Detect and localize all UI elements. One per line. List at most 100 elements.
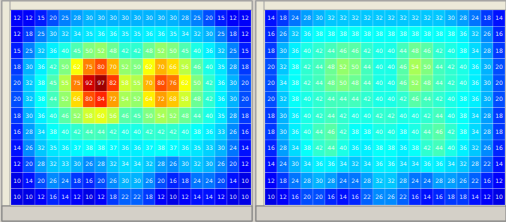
cell: [457, 173, 469, 189]
cell: [469, 124, 481, 140]
cell: [95, 59, 107, 75]
cell: [277, 189, 289, 205]
heatmap-panel: 1212152025283030303030303030282520151212…: [2, 1, 252, 221]
left-ruler: [2, 1, 10, 206]
cell: [265, 43, 277, 59]
cell-label: 42: [315, 112, 323, 119]
cell: [11, 189, 23, 205]
cell: [215, 43, 227, 59]
cell: [493, 43, 505, 59]
cell-label: 12: [13, 160, 21, 167]
cell-label: 34: [363, 160, 371, 167]
cell-label: 38: [49, 128, 57, 135]
cell-label: 18: [13, 112, 21, 119]
cell: [337, 91, 349, 107]
cell: [469, 75, 481, 91]
cell-label: 80: [85, 95, 93, 102]
cell-label: 40: [387, 79, 395, 86]
cell: [277, 124, 289, 140]
cell: [445, 140, 457, 156]
cell: [95, 26, 107, 42]
cell-label: 30: [85, 14, 93, 21]
cell-label: 58: [85, 112, 93, 119]
cell: [301, 10, 313, 26]
cell: [385, 26, 397, 42]
cell: [469, 108, 481, 124]
cell: [131, 43, 143, 59]
cell: [289, 26, 301, 42]
cell-label: 36: [205, 47, 213, 54]
cell: [481, 124, 493, 140]
cell-label: 32: [471, 30, 479, 37]
cell: [179, 140, 191, 156]
cell-label: 32: [37, 144, 45, 151]
cell: [397, 43, 409, 59]
cell-label: 40: [399, 112, 407, 119]
cell: [349, 91, 361, 107]
cell: [409, 173, 421, 189]
cell: [155, 91, 167, 107]
cell: [313, 189, 325, 205]
cell: [47, 10, 59, 26]
cell-label: 38: [459, 128, 467, 135]
cell-label: 24: [471, 14, 479, 21]
cell-label: 45: [181, 47, 189, 54]
cell: [119, 75, 131, 91]
cell: [155, 156, 167, 172]
cell-label: 45: [133, 112, 141, 119]
cell-label: 26: [459, 177, 467, 184]
cell-label: 42: [315, 95, 323, 102]
cell: [131, 173, 143, 189]
cell: [227, 91, 239, 107]
cell: [239, 156, 251, 172]
cell-label: 36: [315, 160, 323, 167]
cell: [35, 189, 47, 205]
cell: [227, 189, 239, 205]
cell-label: 28: [229, 63, 237, 70]
cell-label: 36: [459, 144, 467, 151]
cell-label: 55: [61, 79, 69, 86]
cell: [131, 124, 143, 140]
cell-label: 37: [169, 144, 177, 151]
cell: [361, 156, 373, 172]
cell-label: 40: [411, 112, 419, 119]
cell: [179, 173, 191, 189]
cell: [481, 75, 493, 91]
cell-label: 16: [241, 128, 249, 135]
cell-label: 40: [49, 112, 57, 119]
cell-label: 46: [61, 112, 69, 119]
cell: [301, 124, 313, 140]
cell-label: 42: [435, 95, 443, 102]
cell: [301, 156, 313, 172]
cell: [373, 156, 385, 172]
cell-label: 38: [459, 112, 467, 119]
cell: [11, 59, 23, 75]
cell: [481, 189, 493, 205]
cell-label: 26: [279, 30, 287, 37]
cell-label: 16: [495, 144, 503, 151]
cell-label: 38: [97, 144, 105, 151]
cell-label: 42: [205, 95, 213, 102]
cell-label: 37: [73, 144, 81, 151]
cell-label: 35: [217, 112, 225, 119]
cell: [301, 140, 313, 156]
cell-label: 34: [399, 160, 407, 167]
cell: [11, 108, 23, 124]
cell: [361, 26, 373, 42]
cell: [131, 59, 143, 75]
cell-label: 16: [291, 193, 299, 200]
cell: [203, 108, 215, 124]
cell-label: 18: [495, 112, 503, 119]
cell-label: 40: [303, 128, 311, 135]
cell-label: 25: [37, 30, 45, 37]
cell: [289, 91, 301, 107]
cell: [493, 173, 505, 189]
cell: [59, 91, 71, 107]
cell: [215, 91, 227, 107]
cell: [83, 156, 95, 172]
cell: [215, 140, 227, 156]
cell-label: 42: [315, 144, 323, 151]
cell: [361, 10, 373, 26]
cell: [107, 156, 119, 172]
cell: [59, 75, 71, 91]
